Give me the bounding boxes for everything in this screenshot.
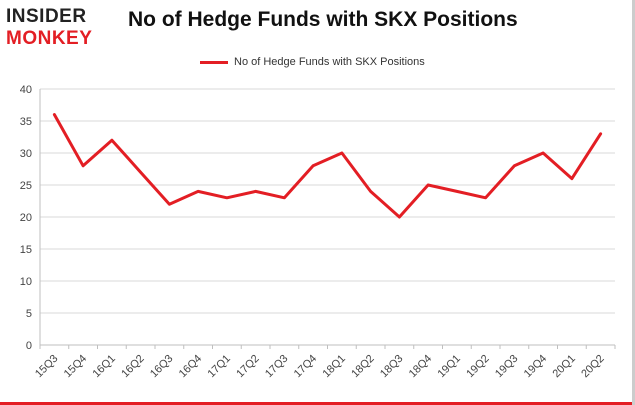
legend-swatch [200,60,228,64]
data-point [570,177,574,180]
x-tick-label: 18Q4 [407,353,435,381]
data-point [254,190,257,193]
x-tick-label: 15Q4 [62,353,90,381]
x-tick-label: 19Q3 [493,353,521,381]
chart-title: No of Hedge Funds with SKX Positions [128,8,518,31]
gridlines [39,88,615,346]
data-point [340,151,344,155]
x-tick-label: 16Q1 [90,353,118,381]
right-edge-border [632,0,635,405]
y-tick-label: 15 [20,244,32,256]
bottom-accent-bar [0,402,635,405]
data-point [110,139,114,142]
data-point [81,164,85,167]
data-point [225,196,229,199]
y-tick-label: 35 [20,116,32,128]
y-tick-label: 40 [20,84,32,96]
data-point [311,164,315,167]
series-line-0 [52,113,603,219]
x-tick-label: 19Q2 [464,353,492,381]
x-tick-label: 17Q4 [292,353,320,381]
x-tick-label: 16Q3 [148,353,176,381]
x-axis-ticks: 15Q3 15Q4 16Q1 16Q2 16Q3 16Q4 17Q1 17Q2 17Q3 17Q4… [33,345,616,381]
x-tick-label: 20Q1 [550,353,578,381]
data-point [369,190,372,193]
y-tick-label: 10 [20,276,32,288]
x-tick-label: 18Q3 [378,353,406,381]
x-tick-label: 16Q4 [177,353,205,381]
y-axis-ticks: 0 5 10 15 20 25 30 35 40 [20,84,32,352]
data-point [53,113,56,116]
data-point [283,196,286,199]
logo-line-insider: INSIDER [6,6,87,27]
y-tick-label: 0 [26,340,32,352]
legend-label: No of Hedge Funds with SKX Positions [234,56,425,68]
data-point [484,196,487,199]
series-group [52,113,603,219]
x-tick-label: 15Q3 [33,353,61,381]
x-tick-label: 17Q2 [234,353,262,381]
data-point [398,215,401,219]
x-tick-label: 19Q4 [522,353,550,381]
x-tick-label: 18Q2 [349,353,377,381]
y-tick-label: 20 [20,212,32,224]
x-tick-label: 20Q2 [579,353,607,381]
x-tick-label: 16Q2 [119,353,147,381]
data-point [196,190,200,193]
data-point [168,203,171,206]
data-point [426,183,430,187]
y-tick-label: 30 [20,148,32,160]
data-point [455,190,459,193]
data-point [513,164,516,167]
y-tick-label: 5 [26,308,32,320]
data-point [541,151,545,155]
x-tick-label: 17Q3 [263,353,291,381]
data-point [599,132,602,135]
x-tick-label: 18Q1 [320,353,348,381]
y-tick-label: 25 [20,180,32,192]
data-point [139,171,142,174]
logo-line-monkey: MONKEY [6,28,93,49]
x-tick-label: 19Q1 [435,353,463,381]
insider-monkey-logo: INSIDER MONKEY [6,6,118,52]
chart-legend: No of Hedge Funds with SKX Positions [200,55,425,69]
x-tick-label: 17Q1 [205,353,233,381]
